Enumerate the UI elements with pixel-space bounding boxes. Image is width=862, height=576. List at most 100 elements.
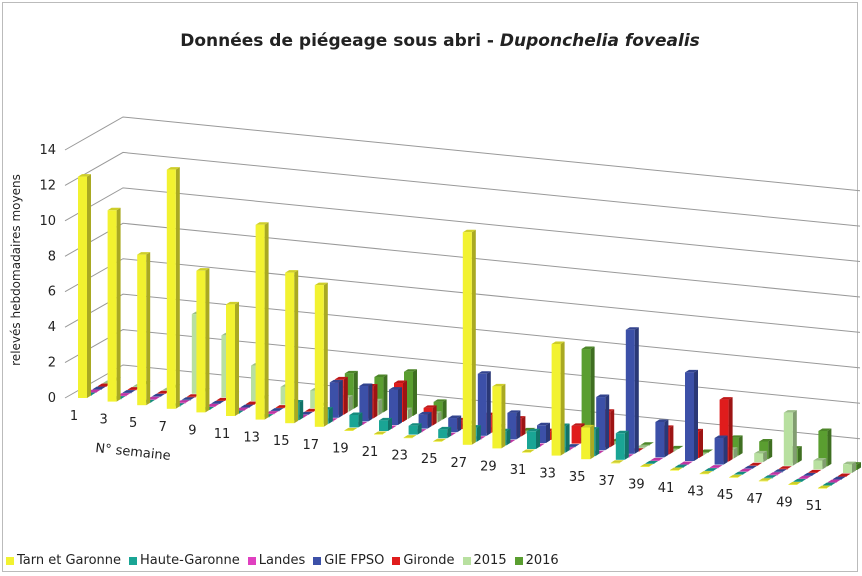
bar [610,460,624,464]
bar [462,229,476,445]
bar-side [486,371,491,436]
bar-side [398,387,402,425]
bar-front [310,390,320,409]
bar-front [349,415,359,428]
bar-side [388,417,392,431]
bar-side [442,399,447,420]
bar-front [719,399,729,462]
bar [196,268,210,413]
bar [709,465,723,469]
bar-front [389,389,398,425]
bar [803,472,817,476]
x-tick-label: 15 [273,434,290,449]
bar-front [759,441,769,460]
bar-top [196,268,210,271]
bar-top [349,412,363,415]
bar-front [329,382,339,418]
bar-top [818,485,831,488]
bar [433,399,447,420]
legend-item: Haute-Garonne [129,553,240,568]
bar-front [448,418,458,433]
x-tick-label: 7 [159,420,167,435]
bar-top [477,371,491,374]
bar [581,424,595,460]
bar-top [709,465,723,468]
x-axis-label: N° semaine [95,441,172,464]
bar-front [137,254,147,406]
bar-top [808,469,822,473]
bar-top [729,435,743,438]
bar [147,396,161,400]
bar [828,479,841,483]
bar [374,374,388,413]
bar-side [447,426,452,439]
bar-front [739,471,749,472]
legend-label: 2016 [525,553,559,568]
bar-top [152,393,166,397]
bar-side [610,409,615,448]
bar-front [408,425,418,435]
bar-top [719,397,733,400]
bar-front [793,481,803,482]
bar [798,475,812,479]
y-tick-label: 6 [48,285,56,300]
bar-side [294,270,299,424]
x-tick-label: 1 [70,409,78,424]
bar [379,417,392,431]
bar-side [403,380,407,422]
bar-front [645,463,655,464]
bar [729,474,743,478]
bar-front [768,474,778,476]
bar-top [778,466,792,469]
legend-swatch [392,556,401,565]
bar-front [166,169,176,409]
bar-front [640,444,650,446]
bar-front [147,399,157,400]
bar-top [78,174,91,177]
bar-top [763,475,777,478]
bar-front [635,447,645,449]
bar [704,468,718,472]
bar-side [299,399,304,421]
bar [166,167,180,409]
grid-line [64,329,861,404]
legend-swatch [6,556,14,565]
bar-front [522,452,531,453]
bar [270,408,284,412]
bar [739,468,753,472]
legend-item: GIE FPSO [313,553,384,568]
bar-front [843,464,852,473]
bar [265,411,279,415]
bar-front [176,402,186,404]
bar [768,472,782,476]
bar-top [768,472,782,475]
bar-top [404,369,417,372]
bar-side [728,397,733,462]
bar-front [88,392,97,393]
bar-top [744,465,758,469]
legend-swatch [514,556,523,565]
bar-top [448,415,462,419]
bar-front [763,477,773,479]
bar-top [670,445,684,449]
bar-top [788,481,802,485]
bar-top [704,468,718,471]
y-tick-label: 0 [48,391,56,406]
bar-front [241,407,250,408]
bar [211,400,225,404]
bar [625,327,639,454]
bar-front [226,304,235,416]
legend-swatch [313,556,322,565]
bar-front [127,389,137,391]
x-tick-label: 51 [806,499,823,514]
x-tick-label: 37 [599,474,616,489]
bar-side [353,370,358,409]
x-tick-label: 17 [303,438,320,453]
bar-front [537,425,546,443]
bar-top [729,474,743,478]
bar [374,431,387,435]
bar-side [560,341,565,456]
bar-top [739,468,753,472]
bar-side [605,394,610,451]
bar-side [417,423,422,435]
